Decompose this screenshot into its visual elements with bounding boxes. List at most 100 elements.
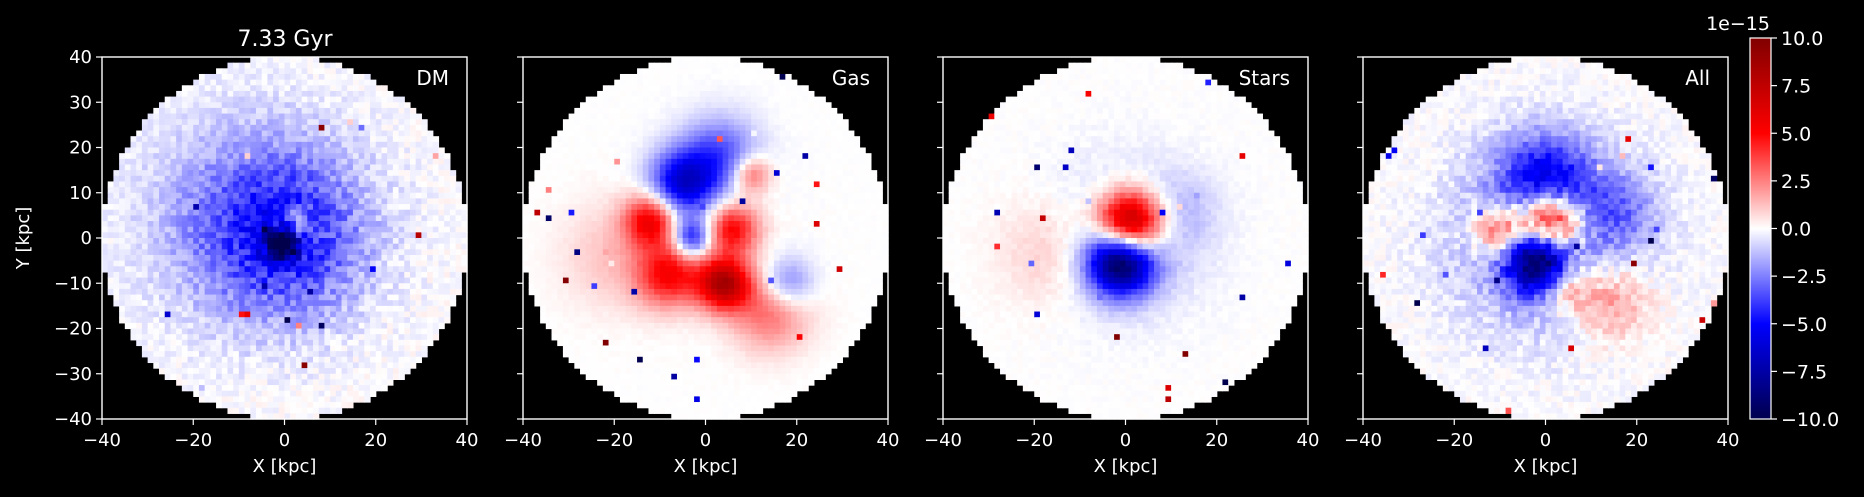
- heatmap-cell: [358, 311, 365, 318]
- heatmap-cell: [415, 187, 422, 194]
- heatmap-cell: [676, 390, 684, 397]
- heatmap-cell: [619, 345, 627, 352]
- heatmap-cell: [170, 334, 177, 341]
- heatmap-cell: [210, 294, 217, 301]
- heatmap-cell: [619, 175, 627, 183]
- heatmap-cell: [665, 271, 672, 279]
- heatmap-cell: [415, 283, 422, 290]
- heatmap-cell: [130, 198, 137, 205]
- heatmap-cell: [398, 243, 405, 250]
- heatmap-cell: [141, 170, 149, 177]
- heatmap-cell: [261, 351, 268, 358]
- heatmap-cell: [318, 102, 326, 109]
- heatmap-cell: [364, 96, 371, 103]
- heatmap-cell: [301, 249, 308, 256]
- heatmap-cell: [335, 141, 343, 149]
- heatmap-cell: [102, 266, 109, 273]
- heatmap-cell: [427, 249, 434, 256]
- heatmap-cell: [233, 187, 240, 194]
- heatmap-cell: [210, 141, 217, 149]
- heatmap-cell: [313, 153, 320, 160]
- heatmap-cell: [631, 249, 638, 256]
- heatmap-cell: [341, 136, 348, 143]
- heatmap-cell: [216, 249, 223, 256]
- heatmap-cell: [352, 339, 360, 347]
- heatmap-cell: [591, 209, 598, 216]
- heatmap-cell: [273, 119, 280, 126]
- heatmap-cell: [404, 288, 411, 296]
- heatmap-cell: [648, 283, 655, 290]
- heatmap-cell: [216, 113, 223, 120]
- heatmap-cell: [313, 96, 320, 103]
- heatmap-cell: [284, 339, 291, 347]
- heatmap-cell: [284, 288, 291, 296]
- heatmap-cell: [301, 147, 308, 154]
- heatmap-cell: [387, 141, 394, 149]
- heatmap-cell: [147, 209, 154, 216]
- heatmap-cell: [597, 226, 604, 233]
- heatmap-cell: [659, 254, 667, 262]
- heatmap-cell: [221, 113, 229, 120]
- heatmap-cell: [233, 345, 240, 352]
- heatmap-cell: [404, 209, 411, 216]
- heatmap-cell: [688, 238, 695, 245]
- heatmap-cell: [278, 68, 286, 75]
- heatmap-cell: [534, 187, 541, 194]
- heatmap-cell: [335, 305, 343, 313]
- heatmap-cell: [608, 260, 615, 267]
- heatmap-cell: [147, 232, 154, 239]
- heatmap-cell: [665, 254, 672, 262]
- heatmap-cell: [313, 300, 320, 307]
- heatmap-cell: [671, 232, 678, 239]
- heatmap-cell: [295, 221, 303, 228]
- heatmap-cell: [176, 147, 183, 154]
- heatmap-cell: [637, 379, 644, 386]
- heatmap-cell: [164, 175, 172, 183]
- heatmap-cell: [198, 232, 206, 239]
- heatmap-cell: [597, 164, 604, 171]
- heatmap-cell: [176, 271, 183, 279]
- heatmap-cell: [370, 215, 377, 222]
- heatmap-cell: [568, 260, 575, 267]
- heatmap-cell: [699, 266, 707, 273]
- heatmap-cell: [665, 249, 672, 256]
- heatmap-cell: [528, 288, 535, 296]
- heatmap-cell: [318, 198, 326, 205]
- heatmap-cell: [307, 379, 314, 386]
- heatmap-cell: [341, 243, 348, 250]
- heatmap-cell: [347, 317, 354, 324]
- heatmap-cell: [619, 209, 627, 216]
- heatmap-cell: [261, 266, 268, 273]
- heatmap-cell: [284, 345, 291, 352]
- heatmap-cell: [318, 232, 326, 239]
- heatmap-cell: [307, 96, 314, 103]
- heatmap-cell: [313, 164, 320, 171]
- heatmap-cell: [682, 345, 689, 352]
- heatmap-cell: [551, 141, 558, 149]
- heatmap-cell: [523, 238, 530, 245]
- heatmap-cell: [193, 221, 200, 228]
- heatmap-cell: [153, 170, 160, 177]
- heatmap-cell: [637, 192, 644, 200]
- heatmap-cell: [370, 334, 377, 341]
- heatmap-cell: [153, 249, 160, 256]
- heatmap-cell: [255, 147, 263, 154]
- heatmap-cell: [352, 198, 360, 205]
- heatmap-cell: [250, 198, 257, 205]
- heatmap-cell: [694, 90, 701, 98]
- heatmap-cell: [284, 175, 291, 183]
- heatmap-cell: [227, 390, 234, 397]
- heatmap-cell: [699, 271, 707, 279]
- heatmap-cell: [181, 368, 189, 375]
- heatmap-cell: [324, 209, 331, 216]
- heatmap-cell: [290, 266, 297, 273]
- heatmap-cell: [637, 356, 644, 364]
- heatmap-cell: [153, 260, 160, 267]
- heatmap-cell: [238, 266, 246, 273]
- heatmap-cell: [409, 305, 417, 313]
- heatmap-cell: [301, 339, 308, 347]
- heatmap-cell: [409, 322, 417, 330]
- heatmap-cell: [318, 215, 326, 222]
- heatmap-cell: [290, 107, 297, 115]
- heatmap-cell: [153, 305, 160, 313]
